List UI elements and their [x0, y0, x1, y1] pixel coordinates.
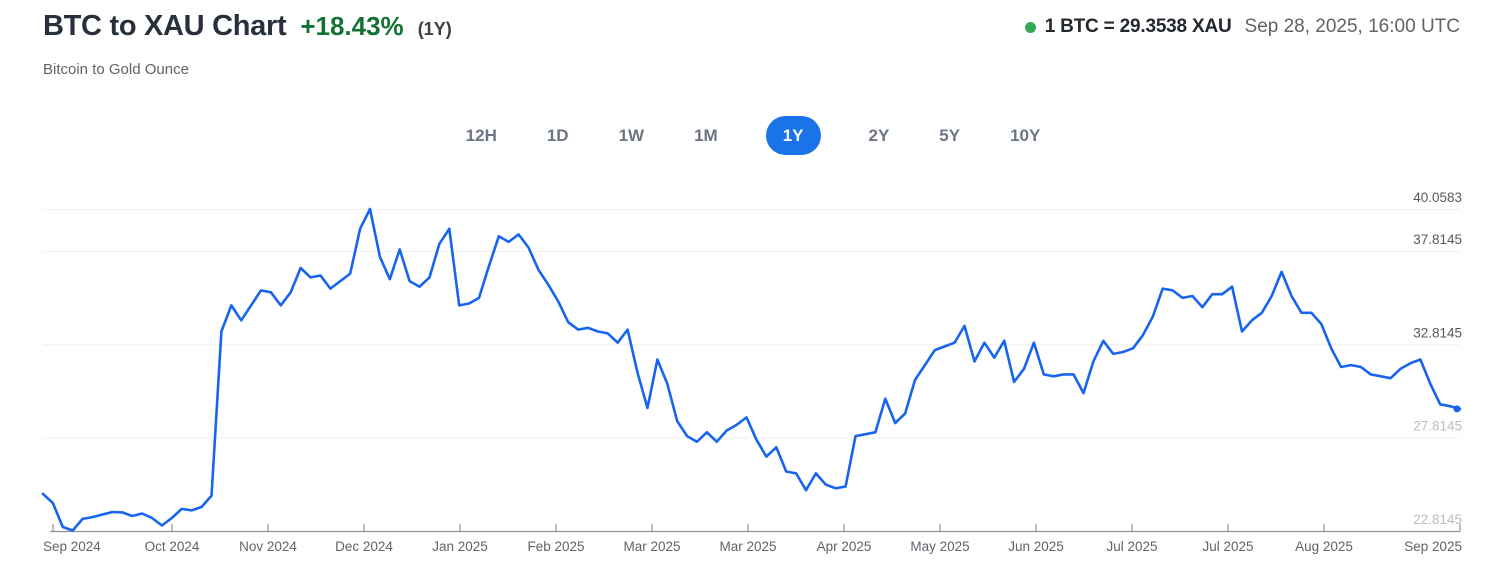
price-line-end-marker — [1453, 405, 1461, 413]
time-range-selector: 12H 1D 1W 1M 1Y 2Y 5Y 10Y — [0, 116, 1492, 155]
x-axis-label: Jul 2025 — [1202, 539, 1253, 554]
x-axis-label: Jun 2025 — [1008, 539, 1064, 554]
x-axis-label: Jul 2025 — [1106, 539, 1157, 554]
x-axis-label: Sep 2024 — [43, 539, 101, 554]
quote-pair-value: 1 BTC = 29.3538 XAU — [1044, 16, 1232, 37]
range-button-2y[interactable]: 2Y — [867, 119, 892, 152]
page-subtitle: Bitcoin to Gold Ounce — [43, 61, 189, 78]
x-axis-label: Apr 2025 — [817, 539, 872, 554]
range-button-5y[interactable]: 5Y — [937, 119, 962, 152]
page-title: BTC to XAU Chart — [43, 10, 287, 42]
range-button-1y[interactable]: 1Y — [765, 116, 821, 155]
x-axis-label: Nov 2024 — [239, 539, 297, 554]
range-button-12h[interactable]: 12H — [464, 119, 499, 152]
price-line-series — [41, 207, 1462, 532]
range-button-10y[interactable]: 10Y — [1008, 119, 1042, 152]
x-axis-label: Mar 2025 — [719, 539, 776, 554]
x-axis-label: Feb 2025 — [527, 539, 584, 554]
range-button-1w[interactable]: 1W — [617, 119, 647, 152]
y-axis-label: 22.8145 — [1413, 512, 1462, 527]
price-change-period: (1Y) — [417, 19, 452, 39]
x-axis-label: May 2025 — [910, 539, 969, 554]
x-axis-label: Oct 2024 — [145, 539, 200, 554]
x-axis-label: Dec 2024 — [335, 539, 393, 554]
price-change-percent: +18.43% — [300, 11, 404, 41]
quote-timestamp: Sep 28, 2025, 16:00 UTC — [1244, 16, 1460, 37]
x-axis-label: Mar 2025 — [623, 539, 680, 554]
x-axis-label: Aug 2025 — [1295, 539, 1353, 554]
live-status-dot-icon — [1024, 21, 1036, 33]
chart-header: BTC to XAU Chart +18.43% (1Y) — [43, 10, 452, 43]
x-axis-label: Sep 2025 — [1404, 539, 1462, 554]
range-button-1d[interactable]: 1D — [545, 119, 571, 152]
y-axis-label: 27.8145 — [1413, 419, 1462, 434]
y-axis-label: 32.8145 — [1413, 325, 1462, 340]
range-button-1m[interactable]: 1M — [692, 119, 720, 152]
y-axis-label: 37.8145 — [1413, 232, 1462, 247]
y-axis-label: 40.0583 — [1413, 190, 1462, 205]
x-axis-label: Jan 2025 — [432, 539, 488, 554]
live-quote: 1 BTC = 29.3538 XAU Sep 28, 2025, 16:00 … — [1024, 16, 1460, 38]
